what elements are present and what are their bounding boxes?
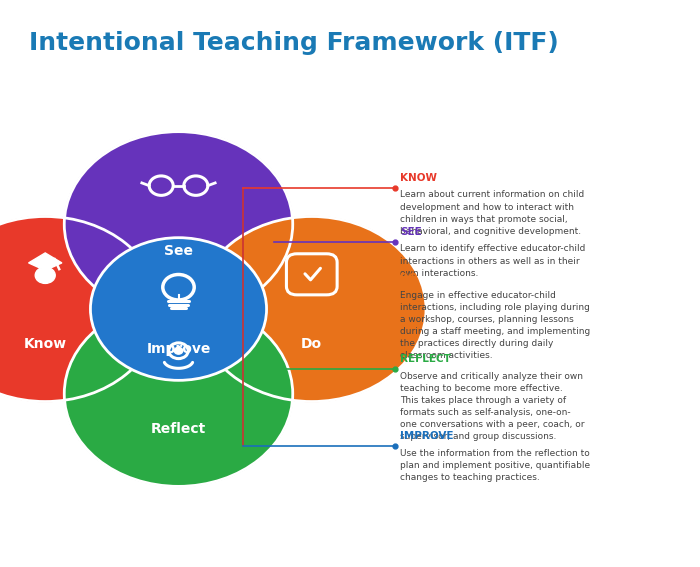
Text: Learn about current information on child
development and how to interact with
ch: Learn about current information on child… — [400, 191, 584, 236]
Text: SEE: SEE — [400, 227, 421, 237]
Text: Observe and critically analyze their own
teaching to become more effective.
This: Observe and critically analyze their own… — [400, 371, 584, 441]
Circle shape — [90, 238, 267, 380]
Text: Use the information from the reflection to
plan and implement positive, quantifi: Use the information from the reflection … — [400, 448, 590, 482]
Text: Do: Do — [301, 337, 322, 351]
Circle shape — [64, 301, 293, 486]
Text: Know: Know — [24, 337, 66, 351]
Text: Engage in effective educator-child
interactions, including role playing during
a: Engage in effective educator-child inter… — [400, 291, 590, 361]
Circle shape — [35, 267, 55, 284]
Circle shape — [197, 217, 426, 401]
Circle shape — [64, 132, 293, 317]
Text: See: See — [164, 244, 193, 258]
Text: IMPROVE: IMPROVE — [400, 431, 454, 441]
Text: REFLECT: REFLECT — [400, 354, 451, 364]
Polygon shape — [29, 253, 62, 270]
Circle shape — [174, 348, 183, 354]
Text: Reflect: Reflect — [151, 421, 206, 435]
Circle shape — [0, 217, 160, 401]
Text: Learn to identify effective educator-child
interactions in others as well as in : Learn to identify effective educator-chi… — [400, 244, 585, 278]
Text: KNOW: KNOW — [400, 173, 437, 183]
Text: DO: DO — [400, 273, 417, 284]
Text: Improve: Improve — [146, 342, 211, 357]
Text: Intentional Teaching Framework (ITF): Intentional Teaching Framework (ITF) — [29, 31, 559, 55]
